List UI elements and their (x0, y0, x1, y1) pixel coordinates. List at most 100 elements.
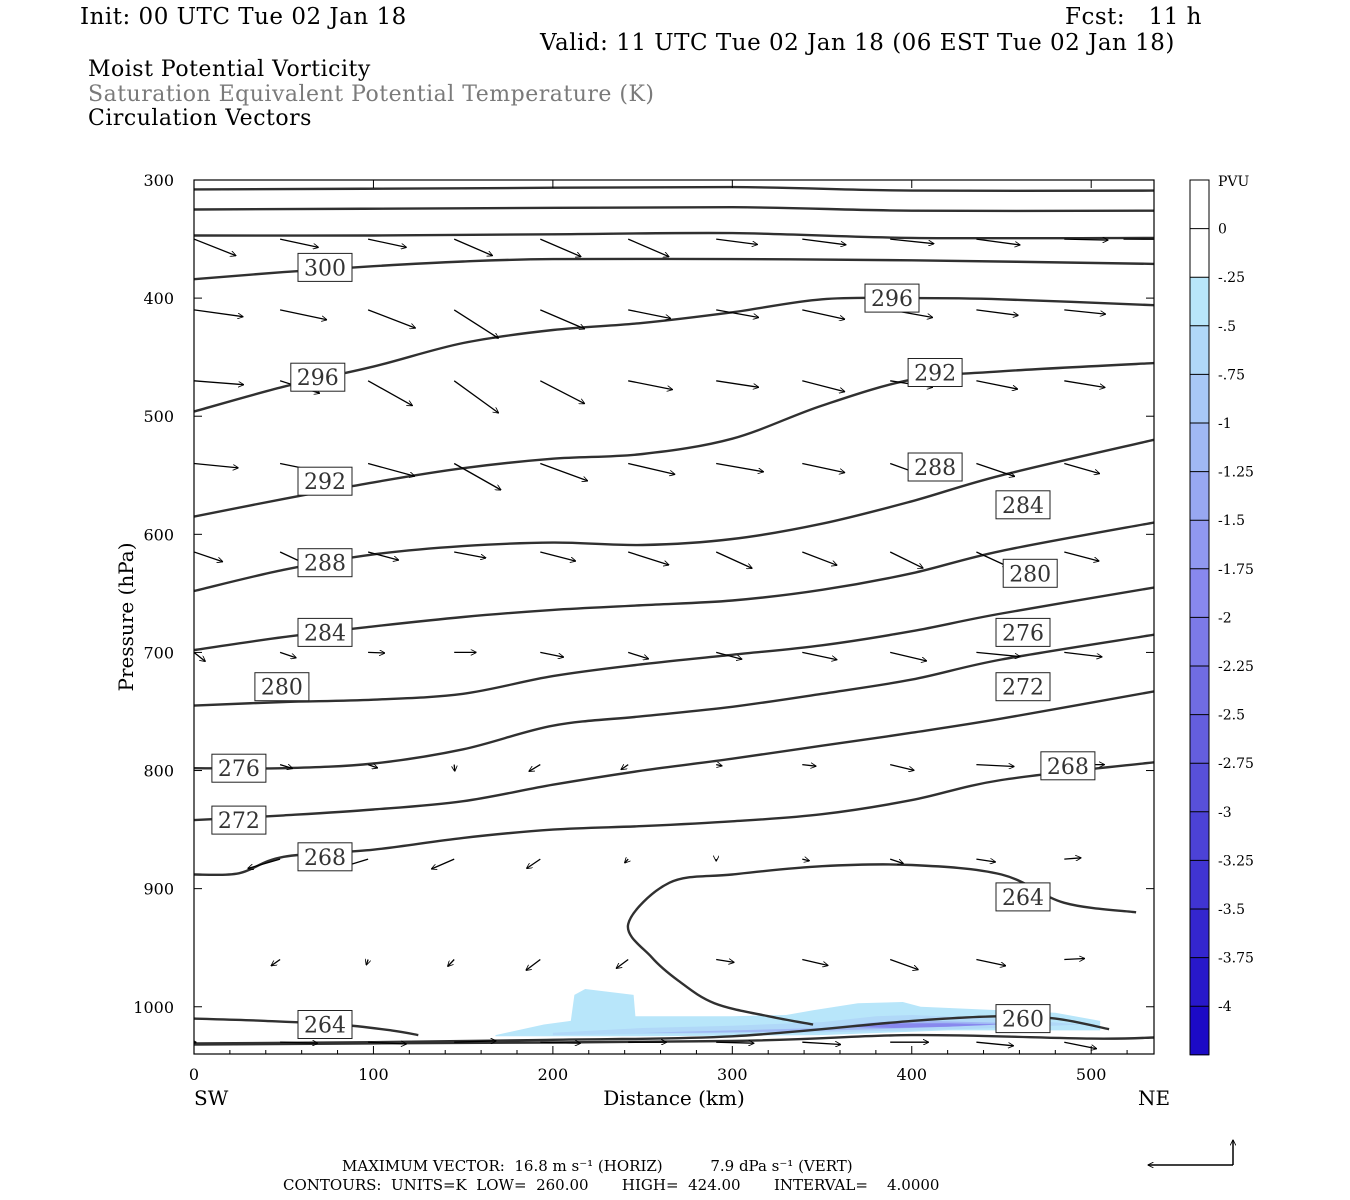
circulation-vector (802, 380, 845, 392)
contour-label-text: 292 (914, 362, 956, 387)
colorbar-tick-label: -2 (1218, 610, 1232, 626)
contour-label-text: 296 (871, 287, 913, 312)
contour-label-box (864, 283, 920, 313)
circulation-vector (802, 859, 809, 861)
circulation-vector (194, 309, 243, 317)
contour-label: 296 (864, 283, 920, 313)
circulation-vector (716, 309, 759, 318)
isentrope-line (194, 690, 1154, 822)
contour-label: 276 (995, 617, 1051, 647)
circulation-vector (540, 238, 581, 257)
contour-label-box (290, 362, 346, 392)
isentrope-line (194, 231, 1154, 240)
colorbar-tick-label: -.75 (1218, 367, 1245, 383)
y-tick-label: 1000 (133, 998, 174, 1017)
colorbar-bin (1190, 568, 1209, 618)
circulation-vector (889, 958, 918, 970)
circulation-vector (802, 462, 845, 473)
colorbar-bin (1190, 763, 1209, 813)
title-theta-es: Saturation Equivalent Potential Temperat… (88, 82, 655, 107)
circulation-vector (194, 462, 238, 468)
circulation-vector (716, 765, 722, 766)
x-axis-title: Distance (km) (603, 1086, 745, 1110)
contour-label: 300 (297, 252, 353, 282)
isentrope-line (194, 205, 1154, 213)
circulation-vector (890, 763, 914, 771)
circulation-vector (279, 309, 327, 320)
contour-label-box (995, 617, 1051, 647)
contour-label-text: 284 (1002, 494, 1044, 519)
circulation-vector (628, 551, 669, 565)
circulation-vector (1064, 462, 1099, 474)
max-vector-note: MAXIMUM VECTOR: 16.8 m s⁻¹ (HORIZ) 7.9 d… (342, 1157, 853, 1175)
circulation-vector (540, 309, 584, 329)
colorbar-tick-label: -1.75 (1218, 562, 1254, 578)
circulation-vector (454, 764, 455, 772)
colorbar-bin (1190, 277, 1209, 327)
circulation-vector (628, 462, 675, 475)
colorbar-bin (1190, 957, 1209, 1007)
contour-label: 284 (297, 617, 353, 647)
contour-label-text: 272 (1002, 676, 1044, 701)
colorbar-bin (1190, 666, 1209, 716)
contour-label-text: 264 (1002, 886, 1044, 911)
circulation-vector (716, 238, 757, 244)
contour-label: 276 (211, 753, 267, 783)
circulation-vector (976, 462, 1014, 477)
plot-frame (193, 179, 1155, 1055)
colorbar-tick-label: -1.5 (1218, 513, 1245, 529)
colorbar-bin (1190, 325, 1209, 375)
isentrope-line (194, 761, 1154, 877)
init-time: Init: 00 UTC Tue 02 Jan 18 (80, 4, 407, 30)
circulation-vector (1064, 380, 1105, 388)
circulation-vector (976, 765, 1014, 767)
circulation-vector (279, 651, 296, 658)
contour-label: 288 (297, 548, 353, 578)
contour-label-text: 280 (1009, 562, 1051, 587)
contour-label: 292 (907, 358, 963, 387)
contour-label-text: 272 (218, 809, 260, 834)
circulation-vector (628, 651, 648, 659)
circulation-vector (802, 1042, 840, 1044)
circulation-vector (453, 238, 492, 256)
colorbar-bin (1190, 1006, 1209, 1056)
circulation-vector (976, 958, 1005, 966)
contour-label-text: 300 (304, 256, 346, 281)
circulation-vector (367, 765, 378, 768)
colorbar-tick-label: -3.5 (1218, 902, 1245, 918)
contour-label-box (907, 452, 963, 482)
pv-region (552, 1015, 1083, 1036)
x-tick-label: 500 (1076, 1065, 1107, 1084)
contour-label-text: 264 (304, 1014, 346, 1039)
circulation-vector (540, 1042, 580, 1043)
colorbar-tick-label: 0 (1218, 222, 1227, 238)
circulation-vector (976, 859, 995, 862)
circulation-vector (540, 651, 563, 657)
colorbar-bin (1190, 180, 1209, 230)
circulation-vector (194, 380, 244, 385)
circulation-vector (367, 462, 415, 477)
contour-label-box (1040, 751, 1096, 781)
forecast-hour: Fcst: 11 h (1065, 4, 1202, 30)
colorbar-bin (1190, 811, 1209, 861)
circulation-vector (802, 765, 816, 767)
colorbar-tick-label: -3.75 (1218, 951, 1254, 967)
axes: 300 400 500 600 700 800 900 1000 0 100 200 300 400 50… (133, 171, 1154, 1084)
circulation-vector (1064, 858, 1081, 859)
contour-label-box (297, 548, 353, 578)
circulation-vector (1064, 551, 1099, 561)
contour-label: 268 (297, 842, 353, 872)
x-tick-label: 300 (717, 1065, 748, 1084)
isentrope-line (626, 863, 1137, 1026)
circulation-vector (1064, 239, 1108, 240)
colorbar-tick-label: -2.5 (1218, 708, 1245, 724)
colorbar-tick-label: -3.25 (1218, 853, 1254, 869)
circulation-vector (890, 238, 934, 244)
circulation-vector (715, 551, 752, 568)
contour-label-text: 284 (304, 621, 346, 646)
contour-label: 272 (995, 672, 1051, 702)
circulation-vector (628, 380, 672, 390)
contour-label: 288 (907, 452, 963, 482)
valid-time: Valid: 11 UTC Tue 02 Jan 18 (06 EST Tue … (540, 30, 1175, 56)
